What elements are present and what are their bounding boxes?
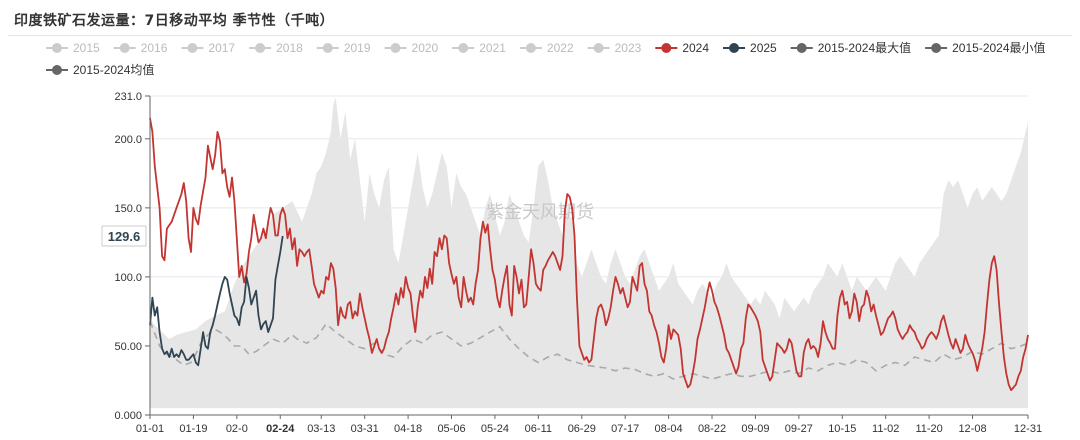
legend-item-2017[interactable]: 2017 [181, 41, 235, 55]
x-tick-label: 05-24 [481, 423, 509, 435]
x-tick-label: 04-18 [394, 423, 422, 435]
legend-item-2024[interactable]: 2024 [655, 41, 709, 55]
max-min-band [150, 97, 1028, 409]
series-line-20152024 [149, 320, 1029, 380]
legend-item-20152024-12[interactable]: 2015-2024最小值 [925, 40, 1046, 55]
series-lines [149, 117, 1029, 391]
legend-item-2020[interactable]: 2020 [384, 41, 439, 55]
legend-marker [796, 43, 807, 53]
y-tick-label: 150.0 [114, 203, 142, 215]
legend-marker [525, 43, 536, 53]
legend-marker [661, 43, 672, 53]
y-tick-label: 231.0 [114, 91, 142, 103]
x-tick-label: 06-29 [568, 423, 596, 435]
legend-label: 2018 [276, 41, 303, 55]
legend-label: 2015-2024均值 [73, 62, 154, 77]
x-tick-label: 03-13 [307, 423, 335, 435]
legend-item-2021[interactable]: 2021 [452, 41, 506, 55]
legend-label: 2017 [208, 41, 235, 55]
title-divider [8, 35, 1072, 36]
legend-item-2018[interactable]: 2018 [249, 41, 303, 55]
legend-marker [322, 43, 333, 53]
x-tick-label: 09-09 [741, 423, 769, 435]
legend-marker [931, 43, 942, 53]
x-tick-label: 01-01 [136, 423, 164, 435]
x-tick-label: 07-17 [611, 423, 639, 435]
legend-label: 2015-2024最小值 [952, 40, 1045, 55]
x-tick-label: 12-08 [958, 423, 986, 435]
watermark-text: 紫金天风期货 [486, 202, 594, 223]
legend-marker [729, 43, 740, 53]
legend-item-2019[interactable]: 2019 [316, 41, 371, 55]
legend-item-2023[interactable]: 2023 [587, 41, 642, 55]
x-tick-label: 08-04 [655, 423, 683, 435]
legend-label: 2019 [344, 41, 371, 55]
legend-label: 2021 [479, 41, 506, 55]
x-tick-label: 12-31 [1014, 423, 1042, 435]
legend-label: 2016 [141, 41, 168, 55]
legend-marker [52, 65, 62, 75]
x-tick-label: 08-22 [698, 423, 726, 435]
legend-label: 2023 [615, 41, 642, 55]
x-tick-label: 09-27 [785, 423, 813, 435]
legend-label: 2015 [73, 41, 100, 55]
y-tick-label: 100.0 [114, 272, 142, 284]
legend-label: 2020 [412, 41, 439, 55]
cursor-marker: 129.6 [101, 225, 147, 247]
legend-marker [255, 43, 266, 53]
series-line-2024 [149, 117, 1029, 391]
cursor-value-label: 129.6 [108, 229, 141, 244]
x-tick-label: 11-20 [915, 423, 942, 435]
legend-item-20152024-13[interactable]: 2015-2024均值 [46, 62, 154, 77]
x-tick-label: 02-0 [226, 423, 248, 435]
legend-item-2016[interactable]: 2016 [113, 41, 168, 55]
axes: 0.000 50.00 100.0 150.0 200.0 231.0 01-01 01-19… [114, 91, 1042, 436]
x-tick-label: 01-19 [179, 423, 207, 435]
legend-marker [187, 43, 198, 53]
legend-label: 2015-2024最大值 [818, 40, 911, 55]
x-tick-label: 10-15 [828, 423, 856, 435]
x-tick-label: 03-31 [351, 423, 379, 435]
legend-marker [593, 43, 604, 53]
x-tick-label: 05-06 [437, 423, 465, 435]
legend-marker [119, 43, 130, 53]
chart-title: 印度铁矿石发运量：7日移动平均 季节性（千吨） [14, 13, 335, 29]
y-tick-label: 0.000 [114, 410, 142, 422]
legend-item-2022[interactable]: 2022 [519, 41, 574, 55]
y-tick-label: 200.0 [114, 134, 142, 146]
legend-label: 2025 [750, 41, 777, 55]
legend[interactable]: 2015 2016 2017 2018 2019 2020 2021 2022 2023 2024… [46, 40, 1046, 77]
series-line-2025 [149, 235, 284, 367]
x-cursor-label: 02-24 [266, 423, 295, 435]
legend-marker [458, 43, 469, 53]
x-tick-label: 11-02 [872, 423, 899, 435]
cursor-value-badge: 129.6 [101, 225, 147, 247]
max-min-area [150, 97, 1028, 409]
legend-label: 2024 [682, 41, 709, 55]
legend-marker [390, 43, 401, 53]
legend-item-2025[interactable]: 2025 [723, 41, 777, 55]
legend-item-20152024-11[interactable]: 2015-2024最大值 [790, 40, 911, 55]
cursor-value-box [101, 225, 147, 247]
x-cursor-label-bg [262, 422, 300, 436]
legend-label: 2022 [547, 41, 574, 55]
watermark: 紫金天风期货 [486, 202, 594, 223]
legend-marker [52, 43, 62, 53]
y-tick-label: 50.00 [114, 341, 142, 353]
x-tick-label: 06-11 [525, 423, 552, 435]
legend-item-2015[interactable]: 2015 [46, 41, 100, 55]
